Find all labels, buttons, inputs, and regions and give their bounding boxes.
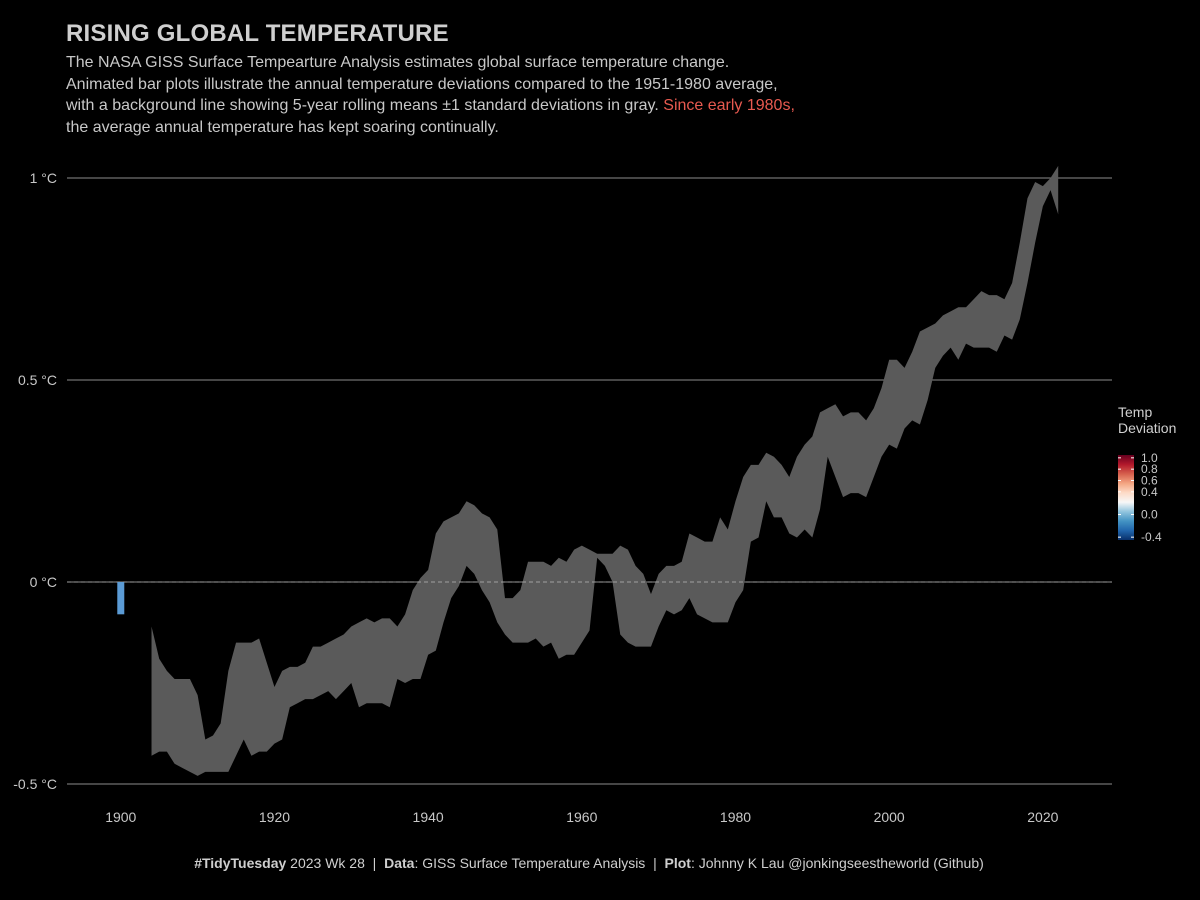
caption-plot-label: Plot [664, 855, 691, 871]
legend-tick-label-2: 0.6 [1141, 474, 1158, 488]
chart-subtitle: The NASA GISS Surface Tempearture Analys… [66, 52, 966, 138]
caption-hashtag: #TidyTuesday [194, 855, 287, 871]
legend-tick-label-3: 0.4 [1141, 485, 1158, 499]
caption: #TidyTuesday 2023 Wk 28 | Data: GISS Sur… [0, 855, 1178, 871]
caption-week: 2023 Wk 28 [290, 855, 365, 871]
x-tick-label-2: 1940 [413, 809, 444, 825]
subtitle-highlight: Since early 1980s, [663, 97, 795, 114]
caption-separator: | [372, 855, 377, 871]
subtitle-line-4: the average annual temperature has kept … [66, 118, 499, 136]
x-tick-label-6: 2020 [1027, 809, 1058, 825]
y-axis-ticks: 1 °C 0.5 °C 0 °C -0.5 °C [13, 170, 57, 792]
x-tick-label-4: 1980 [720, 809, 751, 825]
subtitle-line-3-text: with a background line showing 5-year ro… [66, 97, 659, 114]
caption-separator: | [653, 855, 657, 871]
x-tick-label-3: 1960 [566, 809, 597, 825]
legend-colorbar [1118, 455, 1134, 540]
legend: 1.00.80.60.4 0.0 -0.4 [1118, 451, 1162, 544]
legend-title: Temp Deviation [1118, 404, 1176, 436]
y-tick-label-3: -0.5 °C [13, 776, 57, 792]
grid-lines [67, 177, 1112, 785]
legend-title-line-1: Temp [1118, 404, 1153, 420]
x-tick-label-1: 1920 [259, 809, 290, 825]
legend-tick-label-0: 1.0 [1141, 451, 1158, 465]
x-tick-label-0: 1900 [105, 809, 136, 825]
caption-data-value: : GISS Surface Temperature Analysis [414, 855, 646, 871]
chart-title: RISING GLOBAL TEMPERATURE [66, 20, 449, 47]
bar-layer [117, 582, 125, 615]
y-tick-label-0: 1 °C [30, 170, 57, 186]
rolling-band-layer [151, 165, 1059, 776]
x-axis-ticks: 1900 1920 1940 1960 1980 2000 2020 [105, 809, 1058, 825]
caption-data-label: Data [384, 855, 415, 871]
legend-title-line-2: Deviation [1118, 420, 1177, 436]
subtitle-line-1: The NASA GISS Surface Tempearture Analys… [66, 54, 730, 71]
caption-plot-value: : Johnny K Lau @jonkingseestheworld (Git… [690, 855, 984, 871]
temp-bar-1900 [117, 582, 125, 615]
x-tick-label-5: 2000 [874, 809, 905, 825]
legend-tick-label-5: -0.4 [1141, 530, 1162, 544]
y-tick-label-1: 0.5 °C [18, 372, 57, 388]
subtitle-line-3: with a background line showing 5-year ro… [66, 95, 966, 117]
y-tick-label-2: 0 °C [30, 574, 57, 590]
subtitle-line-2: Animated bar plots illustrate the annual… [66, 75, 778, 93]
legend-tick-label-1: 0.8 [1141, 462, 1158, 476]
rolling-sd-band [151, 165, 1059, 776]
legend-tick-label-4: 0.0 [1141, 508, 1158, 522]
